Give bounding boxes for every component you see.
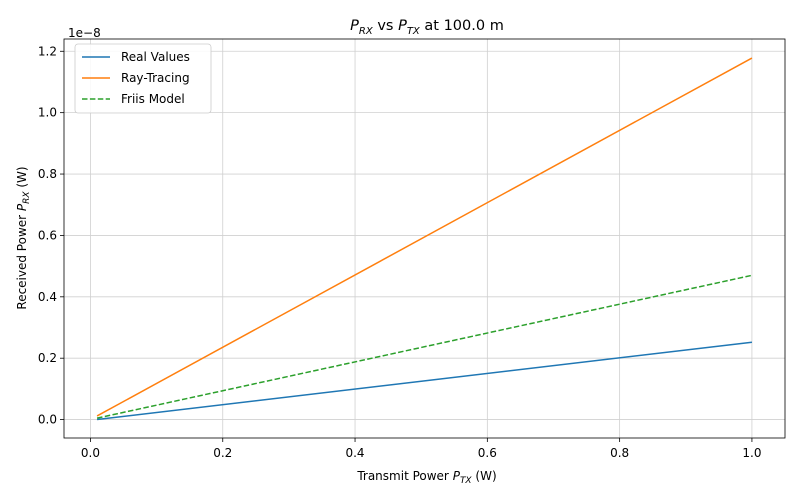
plot-frame <box>63 38 786 439</box>
series-line-friis-model <box>96 274 753 419</box>
legend-box <box>74 43 212 114</box>
y-tick-label: 0.8 <box>38 167 57 181</box>
x-tick-label: 1.0 <box>742 446 761 460</box>
y-tick-label: 1.2 <box>38 44 57 58</box>
x-tick-label: 0.0 <box>81 446 100 460</box>
x-tick-label: 0.2 <box>213 446 232 460</box>
grid <box>64 39 785 438</box>
y-tick-label: 0.6 <box>38 228 57 242</box>
y-tick-label: 0.2 <box>38 351 57 365</box>
legend-label-real-values: Real Values <box>121 50 190 64</box>
series-line-ray-tracing <box>96 57 753 417</box>
y-tick-label: 0.4 <box>38 290 57 304</box>
legend-label-friis-model: Friis Model <box>121 92 185 106</box>
x-tick-label: 0.4 <box>345 446 364 460</box>
chart-title: PRX vs PTX at 100.0 m <box>350 18 504 37</box>
x-tick-label: 0.8 <box>610 446 629 460</box>
y-axis-label: Received Power PRX (W) <box>15 166 32 309</box>
y-tick-label: 0.0 <box>38 413 57 427</box>
legend-label-ray-tracing: Ray-Tracing <box>121 71 190 85</box>
series-group <box>96 57 753 421</box>
ticks: 0.0 0.2 0.4 0.6 0.8 1.0 0.0 0.2 0.4 0.6 0.8 1.0 1.2 <box>38 44 762 460</box>
x-axis-label: Transmit Power PTX (W) <box>356 469 496 486</box>
series-line-real-values <box>96 341 753 421</box>
y-multiplier-label: 1e−8 <box>68 26 101 40</box>
x-tick-label: 0.6 <box>478 446 497 460</box>
y-tick-label: 1.0 <box>38 106 57 120</box>
legend: Real Values Ray-Tracing Friis Model <box>74 43 212 114</box>
